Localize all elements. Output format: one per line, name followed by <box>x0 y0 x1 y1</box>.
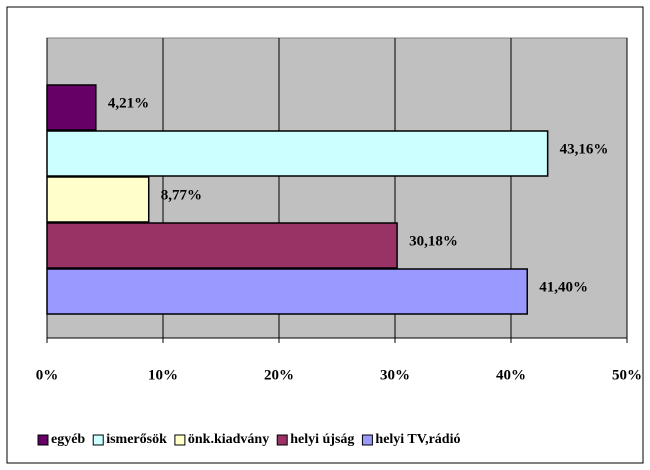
legend-label: ismerősök <box>106 432 167 447</box>
data-label: 43,16% <box>560 141 609 157</box>
legend-swatch <box>174 434 186 446</box>
data-label: 4,21% <box>108 95 149 111</box>
legend-swatch <box>37 434 49 446</box>
legend-label: helyi újság <box>290 432 354 447</box>
legend-label: önk.kiadvány <box>188 432 269 447</box>
bar <box>46 130 549 177</box>
x-tick-label: 40% <box>496 367 526 383</box>
data-label: 8,77% <box>161 187 202 203</box>
bar <box>46 222 398 269</box>
legend-swatch <box>92 434 104 446</box>
x-tick-label: 50% <box>612 367 642 383</box>
x-tick-label: 10% <box>148 367 178 383</box>
legend-label: helyi TV,rádió <box>375 432 460 447</box>
x-tick-label: 0% <box>36 367 59 383</box>
data-label: 41,40% <box>539 279 588 295</box>
bar <box>46 268 528 315</box>
legend-swatch <box>361 434 373 446</box>
x-tick-label: 20% <box>264 367 294 383</box>
bar <box>46 84 97 131</box>
data-label: 30,18% <box>409 233 458 249</box>
bar <box>46 176 150 223</box>
legend-label: egyéb <box>51 432 85 447</box>
x-tick-label: 30% <box>380 367 410 383</box>
legend-swatch <box>276 434 288 446</box>
